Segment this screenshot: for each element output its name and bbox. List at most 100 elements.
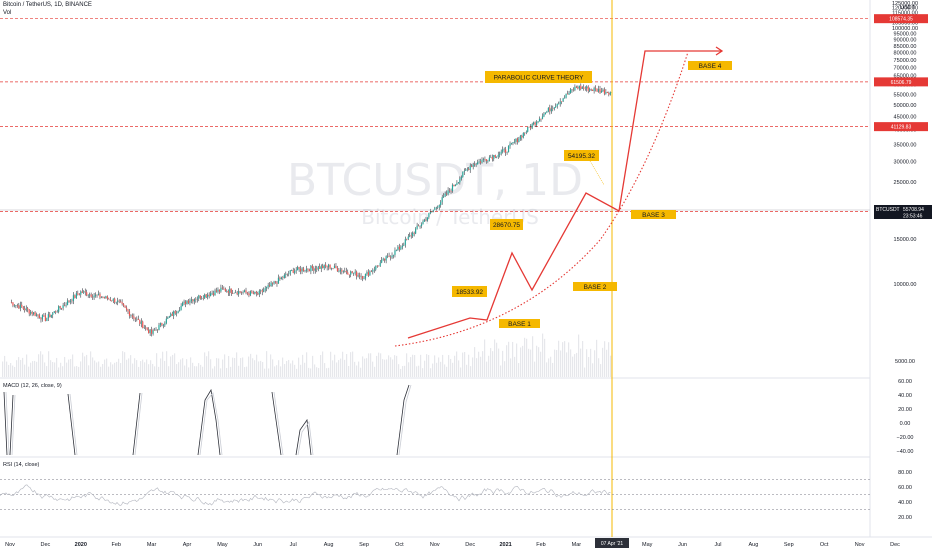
volume-bar [464, 351, 466, 377]
symbol-title: Bitcoin / TetherUS, 1D, BINANCE [3, 2, 92, 8]
price-axis[interactable]: 5000.0010000.0015000.0020000.0025000.003… [874, 1, 928, 365]
volume-bar [204, 352, 206, 377]
price-candle [534, 122, 536, 125]
volume-bar [230, 366, 232, 377]
volume-bar [54, 362, 56, 377]
volume-bar [408, 362, 410, 377]
price-candle [518, 138, 520, 143]
price-candle [332, 268, 334, 269]
price-candle [124, 305, 126, 308]
macd-title: MACD (12, 26, close, 9) [3, 383, 62, 389]
price-candle [384, 258, 386, 261]
price-candle [69, 300, 72, 302]
price-candle [179, 310, 181, 312]
price-tick-label: 80000.00 [894, 51, 917, 57]
rsi-tick-label: 80.00 [898, 470, 912, 476]
volume-bar [44, 362, 46, 377]
price-candle [47, 314, 49, 319]
volume-bar [566, 352, 568, 377]
volume-bar [594, 350, 596, 377]
price-candle [333, 265, 336, 269]
volume-bar [18, 357, 20, 377]
chart-title-badge: PARABOLIC CURVE THEORY [485, 71, 592, 83]
price-candle [502, 149, 504, 152]
price-candle [401, 245, 403, 248]
price-candle [347, 272, 349, 275]
volume-bar [322, 351, 324, 377]
price-candle [177, 311, 179, 313]
price-candle [356, 271, 358, 277]
volume-bar [392, 359, 394, 377]
price-candle [328, 264, 330, 268]
volume-bar [460, 367, 462, 377]
price-candle [186, 300, 188, 305]
price-candle [128, 311, 131, 316]
volume-bar [48, 351, 50, 377]
price-candle [485, 159, 488, 162]
price-candle [46, 318, 48, 322]
price-candle [471, 165, 473, 167]
price-candle [490, 157, 492, 158]
volume-bar [578, 334, 580, 377]
macd-tick-label: −40.00 [897, 449, 914, 455]
price-tick-label: 75000.00 [894, 58, 917, 64]
price-candle [180, 305, 182, 311]
price-candle [447, 190, 449, 195]
volume-bar [474, 347, 476, 377]
price-candle [503, 149, 505, 150]
volume-bar [224, 354, 226, 377]
volume-bar [500, 365, 502, 377]
price-candle [15, 305, 17, 306]
current-date-tag: 07 Apr '21 [595, 538, 629, 548]
macd-tick-label: 60.00 [898, 379, 912, 385]
price-candle [609, 92, 611, 95]
volume-bar [184, 365, 186, 377]
price-candle [372, 270, 374, 272]
price-candle [580, 85, 582, 89]
volume-bar [556, 350, 558, 377]
price-candle [137, 318, 139, 320]
time-tick-label: Aug [324, 542, 334, 548]
rsi-lines [0, 479, 870, 510]
price-candle [506, 152, 508, 153]
price-candle [505, 149, 507, 153]
price-candle [583, 87, 585, 89]
price-candle [577, 87, 579, 89]
price-candle [435, 207, 437, 208]
price-candle [168, 316, 170, 318]
price-candle [277, 277, 280, 284]
volume-bar [88, 365, 90, 377]
price-candle [429, 212, 431, 214]
price-candle [230, 288, 232, 294]
price-candle [276, 282, 278, 284]
price-candle [273, 281, 275, 284]
price-candle [527, 126, 529, 132]
rsi-line [0, 484, 611, 506]
price-candle [294, 270, 296, 273]
price-tick-label: 85000.00 [894, 44, 917, 50]
price-candle [292, 270, 294, 273]
price-candle [83, 291, 85, 293]
volume-bar [414, 355, 416, 377]
price-candle [415, 228, 417, 234]
price-candle [226, 290, 228, 292]
volume-bar [516, 343, 518, 377]
price-candle [61, 307, 63, 309]
price-candle [317, 266, 319, 270]
price-candle [599, 89, 601, 93]
price-candle [233, 292, 235, 294]
price-candle [212, 293, 215, 296]
price-candle [350, 271, 352, 275]
base-1-text: BASE 1 [508, 321, 531, 328]
time-tick-label: Dec [890, 542, 900, 548]
volume-bar [138, 366, 140, 377]
time-axis[interactable]: Nov Dec 2020 Feb Mar Apr May Jun Jul Aug Sep Oct Nov… [5, 542, 900, 548]
volume-label: Vol [3, 10, 12, 16]
volume-bar [462, 352, 464, 377]
price-tick-label: 5000.00 [895, 359, 915, 365]
price-candle [266, 286, 268, 289]
volume-bar [482, 351, 484, 377]
volume-bar [382, 359, 384, 377]
price-candle [43, 315, 45, 316]
